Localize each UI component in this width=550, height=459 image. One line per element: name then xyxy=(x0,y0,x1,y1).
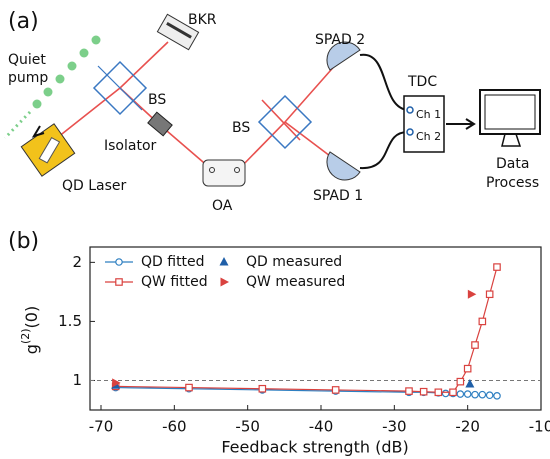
y-axis-label: (2) xyxy=(19,328,32,344)
data-point xyxy=(478,317,487,326)
data-point xyxy=(471,341,479,349)
output-label: Data xyxy=(496,156,529,172)
monitor xyxy=(479,89,541,135)
legend-marker xyxy=(115,258,123,266)
beam-splitter xyxy=(92,60,148,116)
tdc-label: TDC xyxy=(407,74,437,90)
legend-item: QD measured xyxy=(219,254,342,270)
qd-laser xyxy=(20,123,76,177)
legend-item: QD fitted xyxy=(105,254,205,270)
x-tick-label: -60 xyxy=(162,418,187,436)
isolator xyxy=(147,111,173,137)
legend-item: QW measured xyxy=(220,274,345,290)
panel-label: (b) xyxy=(8,229,39,254)
output-label: Process xyxy=(486,175,539,191)
x-tick-label: -40 xyxy=(309,418,334,436)
data-point xyxy=(449,388,457,397)
oa xyxy=(202,159,246,187)
data-point xyxy=(419,387,428,396)
legend-label: QW fitted xyxy=(141,274,208,290)
legend-label: QD fitted xyxy=(141,254,205,270)
x-axis-label: Feedback strength (dB) xyxy=(221,438,408,457)
oa-label: OA xyxy=(212,198,233,214)
data-point xyxy=(485,391,494,400)
data-point xyxy=(258,384,267,393)
tdc xyxy=(403,95,445,153)
data-point xyxy=(485,290,494,299)
pump-dots xyxy=(32,35,101,109)
data-point xyxy=(493,263,501,271)
pump-label: pump xyxy=(8,70,48,86)
legend-item: QW fitted xyxy=(105,274,208,290)
x-tick-label: -10 xyxy=(529,418,550,436)
data-point xyxy=(441,389,450,398)
splitter-face xyxy=(97,65,143,111)
panel-label: (a) xyxy=(8,9,39,34)
legend-marker xyxy=(219,257,229,266)
data-point xyxy=(456,377,465,386)
y-axis-label: g(2)(0) xyxy=(19,306,41,354)
chart: (b) Feedback strength (dB) g(2)(0) -70 -6… xyxy=(8,229,550,457)
bkr xyxy=(156,13,200,51)
data-point xyxy=(331,386,340,394)
legend-marker xyxy=(220,277,229,287)
data-point xyxy=(434,388,443,397)
data-point xyxy=(112,378,121,388)
channel-label: Ch 1 xyxy=(416,108,441,121)
pump-arrow xyxy=(31,125,45,138)
data-point xyxy=(471,390,479,399)
spad-label: SPAD 2 xyxy=(315,32,365,48)
data-point xyxy=(463,390,472,398)
data-point xyxy=(478,390,487,399)
data-point xyxy=(467,289,477,299)
series-line xyxy=(115,266,498,393)
x-tick-label: -70 xyxy=(89,418,114,436)
spad xyxy=(326,41,361,71)
data-point xyxy=(493,392,501,400)
y-axis-label: (0) xyxy=(22,306,41,329)
x-tick-label: -20 xyxy=(455,418,480,436)
isolator-label: Isolator xyxy=(104,138,157,154)
laser-label: QD Laser xyxy=(62,178,127,194)
legend-label: QW measured xyxy=(246,274,345,290)
data-point xyxy=(185,383,193,392)
bs-label: BS xyxy=(148,92,166,108)
data-point xyxy=(456,390,465,398)
x-tick-label: -30 xyxy=(382,418,407,436)
setup-diagram: (a) Quiet pump BS BKR Isolator xyxy=(3,9,541,214)
y-axis-label: g xyxy=(22,344,41,354)
data-point xyxy=(463,364,472,373)
spad-label: SPAD 1 xyxy=(313,188,363,204)
data-point xyxy=(465,379,475,388)
spad xyxy=(326,151,361,181)
y-tick-label: 2 xyxy=(72,253,82,271)
beam-splitter xyxy=(257,94,313,150)
bkr-label: BKR xyxy=(188,12,217,28)
plot-frame xyxy=(89,246,542,411)
pump-trail xyxy=(3,110,32,140)
cable xyxy=(359,131,409,170)
y-tick-label: 1.5 xyxy=(58,312,82,330)
legend-marker xyxy=(115,278,123,286)
channel-label: Ch 2 xyxy=(416,130,441,143)
bs-label: BS xyxy=(232,120,250,136)
pump-label: Quiet xyxy=(8,52,46,68)
x-tick-label: -50 xyxy=(235,418,260,436)
cable xyxy=(359,53,409,111)
data-point xyxy=(405,387,413,395)
y-tick-label: 1 xyxy=(72,371,82,389)
legend-label: QD measured xyxy=(246,254,342,270)
